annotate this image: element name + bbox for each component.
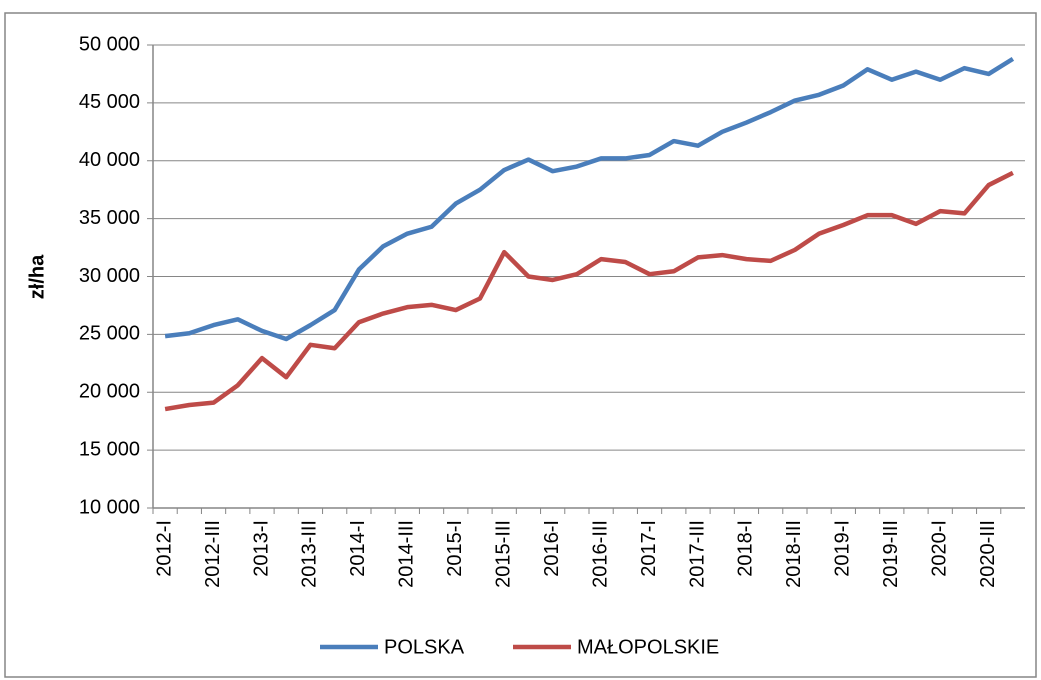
x-tick-label: 2016-I — [541, 520, 563, 577]
x-tick-label: 2019-III — [880, 520, 902, 588]
x-tick-label: 2017-I — [638, 520, 660, 577]
y-tick-label: 50 000 — [79, 33, 140, 55]
chart-frame — [4, 12, 1037, 678]
x-tick-label: 2016-III — [589, 520, 611, 588]
y-tick-label: 30 000 — [79, 265, 140, 287]
x-tick-label: 2017-III — [686, 520, 708, 588]
x-tick-label: 2014-I — [347, 520, 369, 577]
y-tick-label: 15 000 — [79, 438, 140, 460]
x-tick-label: 2012-III — [202, 520, 224, 588]
y-axis-label: zł/ha — [26, 254, 48, 299]
x-tick-label: 2015-III — [493, 520, 515, 588]
x-tick-label: 2013-I — [250, 520, 272, 577]
x-tick-label: 2018-I — [735, 520, 757, 577]
x-tick-label: 2015-I — [444, 520, 466, 577]
series-line — [164, 56, 1015, 342]
y-tick-label: 35 000 — [79, 207, 140, 229]
x-tick-label: 2013-III — [299, 520, 321, 588]
y-tick-label: 45 000 — [79, 91, 140, 113]
x-tick-label: 2020-III — [977, 520, 999, 588]
legend-label: MAŁOPOLSKIE — [577, 636, 719, 658]
x-tick-label: 2020-I — [929, 520, 951, 577]
y-tick-label: 20 000 — [79, 381, 140, 403]
x-tick-label: 2019-I — [832, 520, 854, 577]
legend-label: POLSKA — [384, 636, 465, 658]
series-line — [164, 170, 1014, 412]
y-tick-label: 40 000 — [79, 149, 140, 171]
y-tick-label: 10 000 — [79, 496, 140, 518]
y-tick-label: 25 000 — [79, 323, 140, 345]
x-tick-label: 2018-III — [783, 520, 805, 588]
x-tick-label: 2014-III — [396, 520, 418, 588]
x-tick-label: 2012-I — [153, 520, 175, 577]
